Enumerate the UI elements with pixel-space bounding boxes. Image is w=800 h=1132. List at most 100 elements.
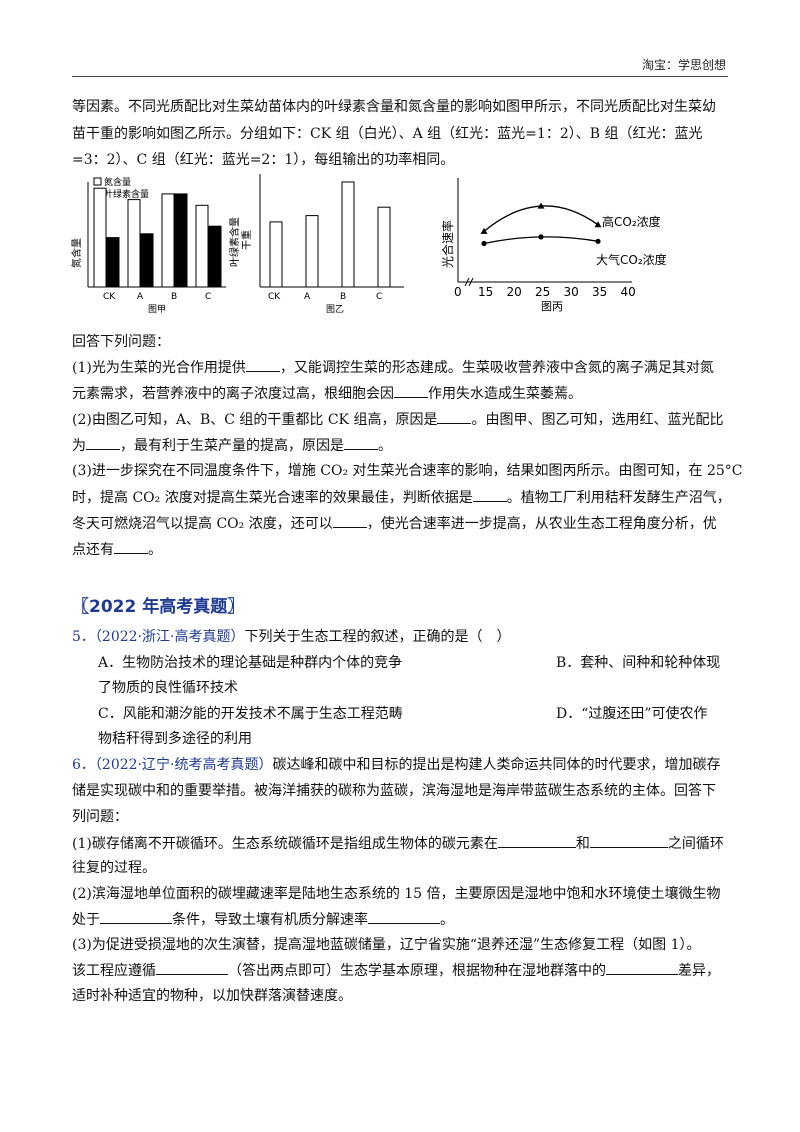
q6-s3-line-1: (3)为促进受损湿地的次生演替，提高湿地蓝碳储量，辽宁省实施“退养还湿”生态修复… [72, 937, 701, 953]
q5-option-b[interactable]: B．套种、间种和轮种体现 [556, 655, 721, 671]
q1-blank-2[interactable] [394, 383, 428, 398]
q6-s3-blank-1[interactable] [156, 960, 228, 975]
q6-s3-text-b: 该工程应遵循 [72, 963, 156, 979]
bing-tick-40: 40 [621, 285, 636, 299]
jia-tick-c: C [205, 292, 211, 302]
q3-text-f: 点还有 [72, 542, 114, 558]
q6-s2-text-b: 处于 [72, 912, 100, 928]
q2-text-d: ，最有利于生菜产量的提高，原因是 [120, 438, 344, 454]
yi-bar-b [341, 181, 355, 288]
bing-point-high-co2-35 [594, 221, 602, 228]
q1-text-b: ，又能调控生菜的形态建成。生菜吸收营养液中含氮的离子满足其对氮 [279, 360, 714, 376]
q6-s2-text-c: 条件，导致土壤有机质分解速率 [172, 912, 368, 928]
header-shop-text: 淘宝：学思创想 [641, 58, 726, 72]
q3-text-g: 。 [148, 542, 162, 558]
q6-s2-line-1: (2)滨海湿地单位面积的碳埋藏速率是陆地生态系统的 15 倍，主要原因是湿地中饱… [72, 886, 721, 902]
intro-line-2: 苗干重的影响如图乙所示。分组如下：CK 组（白光）、A 组（红光：蓝光=1：2）… [72, 126, 703, 142]
q6-line-3: 列问题： [72, 809, 128, 825]
q1-text-d: 作用失水造成生菜萎蔫。 [428, 386, 582, 402]
jia-bar-ck-nitrogen [93, 187, 107, 288]
q2-blank-2[interactable] [86, 435, 120, 450]
figure-yi: 叶绿素含量 干重 CK A B C 图乙 [228, 174, 404, 315]
q5-stem-line: 5．（2022·浙江·高考真题）下列关于生态工程的叙述，正确的是（ ） [72, 627, 732, 647]
yi-bar-ck [269, 221, 283, 288]
q6-s3-line-3: 适时补种适宜的物种，以加快群落演替速度。 [72, 988, 352, 1004]
q3-text-e: ，使光合速率进一步提高，从农业生态工程角度分析，优 [366, 516, 717, 532]
q3-line-3: 冬天可燃烧沼气以提高 CO₂ 浓度，还可以 ，使光合速率进一步提高，从农业生态工程… [72, 513, 732, 534]
q6-s3-text-d: 差异， [678, 963, 720, 979]
jia-ylabel-left: 氮含量 [70, 238, 83, 268]
q5-source: （2022·浙江·高考真题） [94, 629, 245, 645]
q6-s1-text-c: 之间循环 [667, 836, 724, 852]
figure-bing: 光合速率 0 15 20 25 30 35 40 高CO₂浓度 大气CO₂浓度 图丙 [440, 178, 667, 313]
jia-bar-a-nitrogen [127, 199, 141, 288]
q2-line-2: 为 ，最有利于生菜产量的提高，原因是 。 [72, 435, 732, 456]
q6-s2-blank-1[interactable] [100, 909, 172, 924]
q6-s2-line-2: 处于 条件，导致土壤有机质分解速率 。 [72, 909, 732, 930]
bing-point-high-co2-25 [537, 202, 545, 209]
jia-caption: 图甲 [148, 304, 166, 315]
q2-blank-1[interactable] [437, 409, 472, 424]
page-header: 淘宝：学思创想 [72, 56, 728, 77]
q3-blank-2[interactable] [332, 513, 367, 528]
jia-tick-ck: CK [103, 292, 116, 302]
q6-s2-text-d: 。 [440, 912, 454, 928]
q6-s1-text-b: 和 [575, 836, 590, 852]
q2-text-b: 。由图甲、图乙可知，选用红、蓝光配比 [471, 412, 724, 428]
bing-tick-0: 0 [454, 285, 462, 299]
q2-blank-3[interactable] [344, 435, 378, 450]
q3-text-d: 冬天可燃烧沼气以提高 CO₂ 浓度，还可以 [72, 516, 333, 532]
q2-text-c: 为 [72, 438, 86, 454]
intro-line-1: 等因素。不同光质配比对生菜幼苗体内的叶绿素含量和氮含量的影响如图甲所示，不同光质… [72, 99, 716, 115]
yi-tick-ck: CK [268, 292, 281, 302]
yi-tick-b: B [340, 292, 346, 302]
yi-tick-a: A [304, 292, 311, 302]
bing-caption: 图丙 [541, 300, 563, 313]
bing-ylabel: 光合速率 [440, 220, 455, 268]
bing-point-high-co2-15 [480, 227, 488, 234]
q6-source: （2022·辽宁·统考高考真题） [94, 757, 273, 773]
jia-ylabel-right: 叶绿素含量 [228, 217, 241, 267]
jia-bar-b-nitrogen [161, 193, 175, 288]
jia-legend-nitrogen: 氮含量 [104, 176, 131, 188]
q6-s3-text-c: （答出两点即可）生态学基本原理，根据物种在湿地群落中的 [228, 963, 606, 979]
q3-line-2: 时，提高 CO₂ 浓度对提高生菜光合速率的效果最佳，判断依据是 。植物工厂利用秸秆… [72, 487, 732, 508]
q2-text-e: 。 [378, 438, 392, 454]
figure-jia: 氮含量 氮含量 叶绿素含量 CK A B C 图甲 [70, 176, 226, 315]
q5-option-a-line-1[interactable]: A．生物防治技术的理论基础是种群内个体的竞争 [98, 655, 403, 671]
intro-line-3: =3：2）、C 组（红光：蓝光=2：1），每组输出的功率相同。 [72, 152, 455, 168]
jia-bar-a-chlorophyll [140, 233, 154, 288]
q5-option-c-line-1[interactable]: C．风能和潮汐能的开发技术不属于生态工程范畴 [98, 706, 403, 722]
q3-text-c: 。植物工厂利用秸秆发酵生产沼气， [506, 490, 731, 506]
q5-option-d[interactable]: D．“过腹还田”可使农作 [556, 706, 708, 722]
bing-point-air-co2-35 [595, 238, 601, 244]
q6-s1-blank-1[interactable] [497, 833, 576, 848]
q1-line-1: (1)光为生菜的光合作用提供 ，又能调控生菜的形态建成。生菜吸收营养液中含氮的离子… [72, 357, 732, 378]
q3-line-4: 点还有 。 [72, 539, 732, 560]
yi-tick-c: C [376, 292, 382, 302]
yi-ylabel: 干重 [240, 230, 253, 250]
q1-line-2: 元素需求，若营养液中的离子浓度过高，根细胞会因 作用失水造成生菜萎蔫。 [72, 383, 732, 404]
q3-text-b: 时，提高 CO₂ 浓度对提高生菜光合速率的效果最佳，判断依据是 [72, 490, 473, 506]
q6-s1-line-1: (1)碳存储离不开碳循环。生态系统碳循环是指组成生物体的碳元素在 和 之间循环 [72, 833, 732, 854]
q6-s2-blank-2[interactable] [368, 909, 440, 924]
q5-option-a-line-2: 了物质的良性循环技术 [98, 680, 238, 696]
jia-tick-b: B [171, 292, 177, 302]
yi-caption: 图乙 [326, 304, 344, 315]
q2-text-a: (2)由图乙可知，A、B、C 组的干重都比 CK 组高，原因是 [72, 412, 438, 428]
q6-text-1: 碳达峰和碳中和目标的提出是构建人类命运共同体的时代要求，增加碳存 [272, 757, 721, 773]
bing-label-high: 高CO₂浓度 [602, 214, 661, 229]
jia-bar-ck-chlorophyll [106, 237, 120, 288]
section-title: 〖2022 年高考真题〗 [72, 597, 245, 617]
q1-text-a: (1)光为生菜的光合作用提供 [72, 360, 246, 376]
q3-blank-3[interactable] [114, 539, 148, 554]
jia-legend-swatch-n [93, 177, 102, 186]
q1-blank-1[interactable] [245, 357, 280, 372]
q3-blank-1[interactable] [472, 487, 507, 502]
q6-s1-blank-2[interactable] [589, 833, 668, 848]
jia-legend-chlorophyll: 叶绿素含量 [104, 188, 149, 200]
q2-line-1: (2)由图乙可知，A、B、C 组的干重都比 CK 组高，原因是 。由图甲、图乙可知… [72, 409, 732, 430]
yi-bar-c [377, 206, 391, 288]
q6-s3-blank-2[interactable] [606, 960, 678, 975]
q6-line-1: 6．（2022·辽宁·统考高考真题）碳达峰和碳中和目标的提出是构建人类命运共同体… [72, 755, 732, 775]
